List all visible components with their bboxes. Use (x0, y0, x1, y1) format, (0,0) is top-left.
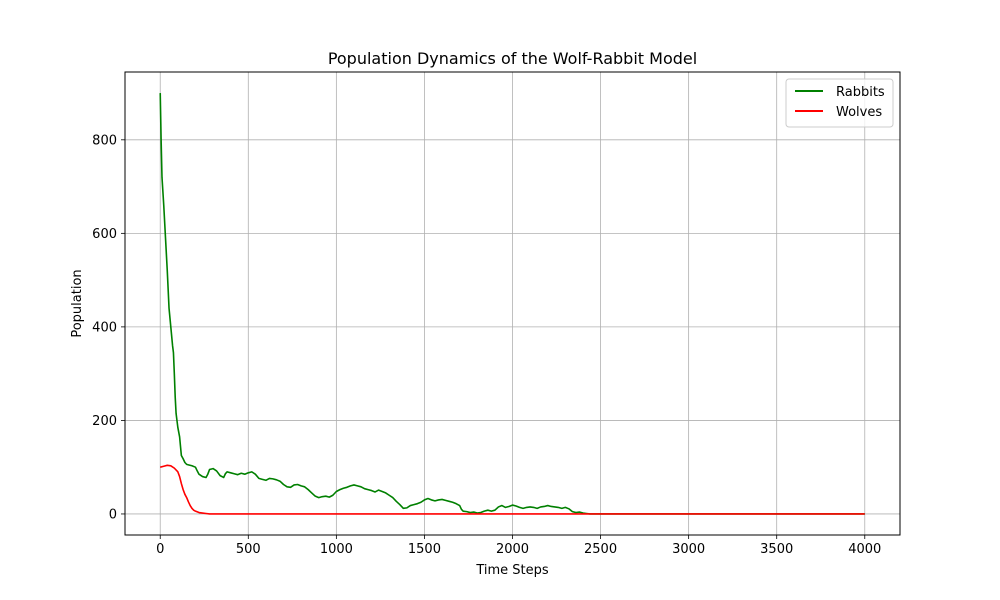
series-layer (159, 93, 865, 515)
x-tick-label: 0 (156, 542, 164, 557)
x-tick-label: 3500 (760, 542, 793, 557)
x-tick-label: 500 (236, 542, 261, 557)
x-axis-title: Time Steps (475, 563, 549, 578)
x-tick-label: 3000 (672, 542, 705, 557)
series-line-wolves (160, 464, 865, 515)
x-tick-label: 2500 (584, 542, 617, 557)
legend: Rabbits Wolves (785, 78, 894, 128)
y-tick-label: 800 (92, 133, 117, 148)
series-line-rabbits (159, 93, 865, 515)
y-axis-title: Population (70, 269, 85, 337)
legend-label-rabbits: Rabbits (836, 85, 885, 100)
x-tick-label: 4000 (848, 542, 881, 557)
y-tick-label: 400 (92, 320, 117, 335)
y-tick-label: 600 (92, 227, 117, 242)
x-tick-label: 1000 (320, 542, 353, 557)
tick-layer: 0 500 1000 1500 2000 2500 3000 3500 4000 0 200 400 6… (92, 133, 881, 557)
y-tick-label: 200 (92, 414, 117, 429)
y-tick-label: 0 (109, 507, 117, 522)
chart-title: Population Dynamics of the Wolf-Rabbit M… (328, 49, 697, 68)
x-tick-label: 1500 (408, 542, 441, 557)
x-tick-label: 2000 (496, 542, 529, 557)
legend-label-wolves: Wolves (836, 105, 882, 120)
